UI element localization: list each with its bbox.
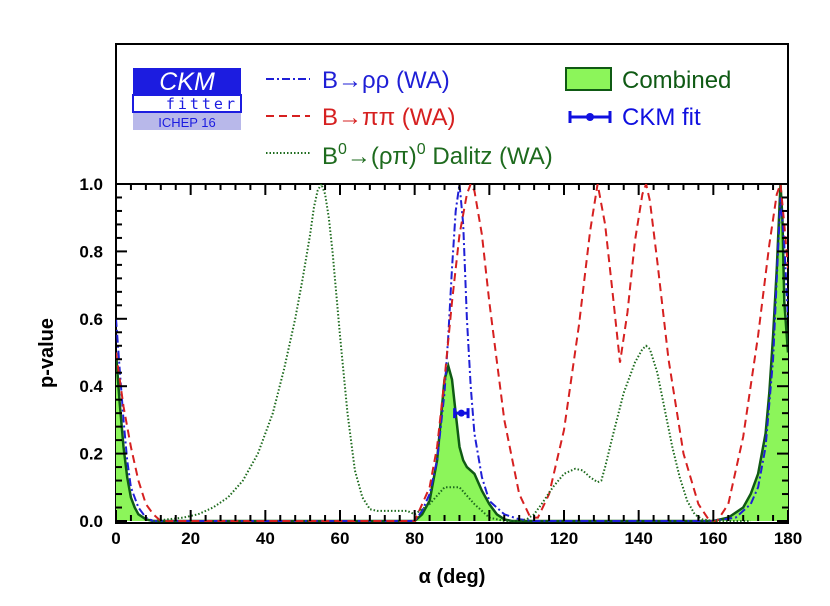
logo-fitter-text: fitter (166, 95, 238, 113)
legend-label-rhorho: B→ρρ (WA) (322, 67, 450, 94)
legend-swatch-ckmfit (568, 111, 612, 123)
logo-ckm-text: CKM (159, 68, 215, 96)
y-axis-title: p-value (36, 318, 58, 388)
x-tick-label: 60 (331, 529, 350, 548)
legend-label-ckmfit: CKM fit (622, 104, 701, 131)
legend-swatch-combined (565, 67, 612, 91)
series-combined-area (116, 184, 788, 521)
logo-ichep-badge: ICHEP 16 (158, 115, 216, 130)
x-tick-label: 160 (699, 529, 727, 548)
legend-label-dalitz: B0→(ρπ)0 Dalitz (WA) (322, 141, 553, 170)
x-axis-title: α (deg) (419, 566, 486, 588)
legend-label-combined: Combined (622, 67, 731, 94)
series-pipi-line (116, 184, 788, 522)
axis-ticks (115, 183, 789, 522)
legend: B→ρρ (WA) B→ππ (WA) B0→(ρπ)0 Dalitz (WA)… (266, 67, 731, 170)
legend-label-pipi: B→ππ (WA) (322, 104, 456, 131)
x-tick-label: 80 (405, 529, 424, 548)
x-tick-label: 120 (550, 529, 578, 548)
y-tick-label: 1.0 (79, 175, 103, 194)
x-tick-label: 180 (774, 529, 802, 548)
series-combined-line (116, 184, 788, 523)
x-tick-label: 20 (181, 529, 200, 548)
series-rhorho-line (116, 184, 788, 522)
ckmfitter-logo: CKM fitter ICHEP 16 (132, 68, 242, 130)
y-tick-label: 0.4 (79, 377, 103, 396)
y-tick-label: 0.6 (79, 310, 103, 329)
x-tick-label: 40 (256, 529, 275, 548)
series-dalitz-line (153, 184, 751, 522)
x-tick-label: 0 (111, 529, 120, 548)
y-tick-label: 0.2 (79, 445, 103, 464)
y-tick-label: 0.0 (79, 512, 103, 531)
ckm-fit-point (453, 408, 470, 419)
y-tick-label: 0.8 (79, 242, 103, 261)
x-tick-label: 100 (475, 529, 503, 548)
x-tick-label: 140 (624, 529, 652, 548)
